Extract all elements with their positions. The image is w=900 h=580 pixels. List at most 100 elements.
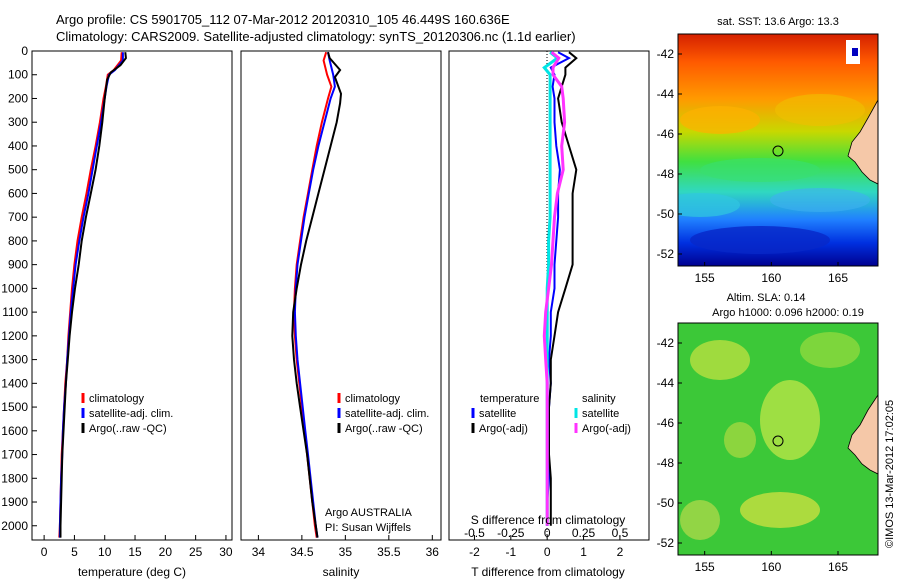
map-lat-label: -48: [657, 456, 675, 470]
s-tick-label: -0.25: [497, 526, 525, 540]
series-line-argo-raw-qc-: [59, 52, 127, 538]
salinity-legend: climatology satellite-adj. clim. Argo(..ra…: [337, 393, 429, 435]
t-difference-axis-label: T difference from climatology: [471, 565, 625, 579]
depth-tick-label: 300: [8, 115, 28, 129]
depth-tick-label: 1000: [1, 281, 28, 295]
map-lat-label: -42: [657, 47, 675, 61]
map-lat-label: -52: [657, 536, 675, 550]
temperature-panel: 0100200300400500600700800900100011001200…: [1, 44, 233, 579]
map-lon-label: 165: [828, 560, 848, 574]
depth-tick-label: 2000: [1, 519, 28, 533]
x-tick-label: 1: [580, 545, 587, 559]
legend-entry: Argo(-adj): [582, 423, 631, 435]
salinity-axis-label: salinity: [323, 565, 360, 579]
legend-entry: satellite-adj. clim.: [89, 408, 173, 420]
legend-header-salinity: salinity: [582, 393, 616, 405]
depth-tick-label: 0: [21, 44, 28, 58]
sla-map-title-line2: Argo h1000: 0.096 h2000: 0.19: [712, 307, 864, 319]
map-lat-label: -46: [657, 416, 675, 430]
difference-panel: -2 -1 0 1 2 -0.5 -0.25 0 0.25 0.5 T difference fr…: [448, 50, 650, 579]
map-lat-label: -52: [657, 247, 675, 261]
argo-pi-note: PI: Susan Wijffels: [325, 522, 411, 534]
depth-tick-label: 1200: [1, 329, 28, 343]
x-tick-label: 34: [252, 545, 266, 559]
legend-entry: satellite-adj. clim.: [345, 408, 429, 420]
x-tick-label: 36: [426, 545, 440, 559]
sst-map: sat. SST: 13.6 Argo: 13.3 155 160 165 -42 -4…: [657, 16, 879, 285]
depth-tick-label: 1900: [1, 495, 28, 509]
s-tick-label: 0.25: [572, 526, 596, 540]
sla-map-title-line1: Altim. SLA: 0.14: [727, 292, 806, 304]
s-tick-label: 0.5: [612, 526, 629, 540]
map-lat-label: -44: [657, 376, 675, 390]
depth-tick-label: 1700: [1, 448, 28, 462]
x-tick-label: 34.5: [290, 545, 314, 559]
depth-tick-label: 1100: [2, 305, 28, 319]
map-lat-label: -50: [657, 207, 675, 221]
salinity-panel: 34 34.5 35 35.5 36 salinity climatology satel…: [240, 50, 442, 579]
depth-tick-label: 400: [8, 139, 28, 153]
depth-tick-label: 500: [8, 163, 28, 177]
x-tick-label: 0: [544, 545, 551, 559]
map-lon-label: 155: [695, 271, 715, 285]
difference-legend: temperature salinity satellite Argo(-adj) sa…: [471, 393, 631, 435]
series-line-temperature-argo-adj-: [548, 51, 578, 526]
x-tick-label: 20: [159, 545, 173, 559]
new-zealand-coast: [847, 99, 878, 185]
legend-entry: Argo(..raw -QC): [345, 423, 423, 435]
map-lat-label: -44: [657, 87, 675, 101]
depth-tick-label: 1500: [1, 400, 28, 414]
legend-entry: climatology: [345, 393, 401, 405]
x-tick-label: 35: [339, 545, 353, 559]
new-zealand-coast: [847, 394, 878, 475]
sst-map-title: sat. SST: 13.6 Argo: 13.3: [717, 16, 839, 28]
series-line-argo-raw-qc-: [291, 51, 343, 538]
legend-entry: climatology: [89, 393, 145, 405]
x-tick-label: 10: [98, 545, 112, 559]
depth-tick-label: 600: [8, 186, 28, 200]
legend-entry: Argo(..raw -QC): [89, 423, 167, 435]
depth-tick-label: 800: [8, 234, 28, 248]
map-lon-label: 165: [828, 271, 848, 285]
x-tick-label: 15: [128, 545, 142, 559]
s-tick-label: 0: [544, 526, 551, 540]
depth-tick-label: 700: [8, 210, 28, 224]
argo-agency-note: Argo AUSTRALIA: [325, 507, 412, 519]
argo-location-marker: [772, 435, 784, 447]
legend-entry: Argo(-adj): [479, 423, 528, 435]
map-lat-label: -50: [657, 496, 675, 510]
map-lat-label: -48: [657, 167, 675, 181]
sla-map: Altim. SLA: 0.14 Argo h1000: 0.096 h2000…: [657, 292, 879, 574]
x-tick-label: 0: [41, 545, 48, 559]
depth-tick-label: 200: [8, 91, 28, 105]
figure-title-line2: Climatology: CARS2009. Satellite-adjuste…: [56, 29, 576, 44]
s-difference-axis-label: S difference from climatology: [471, 513, 626, 527]
depth-tick-label: 1400: [1, 376, 28, 390]
argo-location-marker: [772, 145, 784, 157]
map-lat-label: -42: [657, 336, 675, 350]
temperature-legend: climatology satellite-adj. clim. Argo(..ra…: [81, 393, 173, 435]
depth-tick-label: 1300: [1, 353, 28, 367]
map-lon-label: 160: [761, 271, 781, 285]
imos-timestamp-label: ©IMOS 13-Mar-2012 17:02:05: [884, 400, 896, 548]
legend-entry: satellite: [582, 408, 619, 420]
x-tick-label: 2: [617, 545, 624, 559]
map-lat-label: -46: [657, 127, 675, 141]
x-tick-label: 25: [189, 545, 203, 559]
x-tick-label: 5: [71, 545, 78, 559]
legend-entry: satellite: [479, 408, 516, 420]
depth-tick-label: 1600: [1, 424, 28, 438]
series-line-salinity-argo-adj-: [542, 51, 567, 526]
x-tick-label: 30: [219, 545, 233, 559]
s-tick-label: -0.5: [464, 526, 485, 540]
legend-header-temperature: temperature: [480, 393, 539, 405]
map-lon-label: 155: [695, 560, 715, 574]
depth-tick-label: 900: [8, 258, 28, 272]
x-tick-label: -1: [505, 545, 516, 559]
depth-tick-label: 1800: [1, 471, 28, 485]
temperature-axis-label: temperature (deg C): [78, 565, 186, 579]
depth-tick-label: 100: [8, 68, 28, 82]
x-tick-label: 35.5: [377, 545, 401, 559]
figure-title-line1: Argo profile: CS 5901705_112 07-Mar-2012…: [56, 12, 510, 27]
